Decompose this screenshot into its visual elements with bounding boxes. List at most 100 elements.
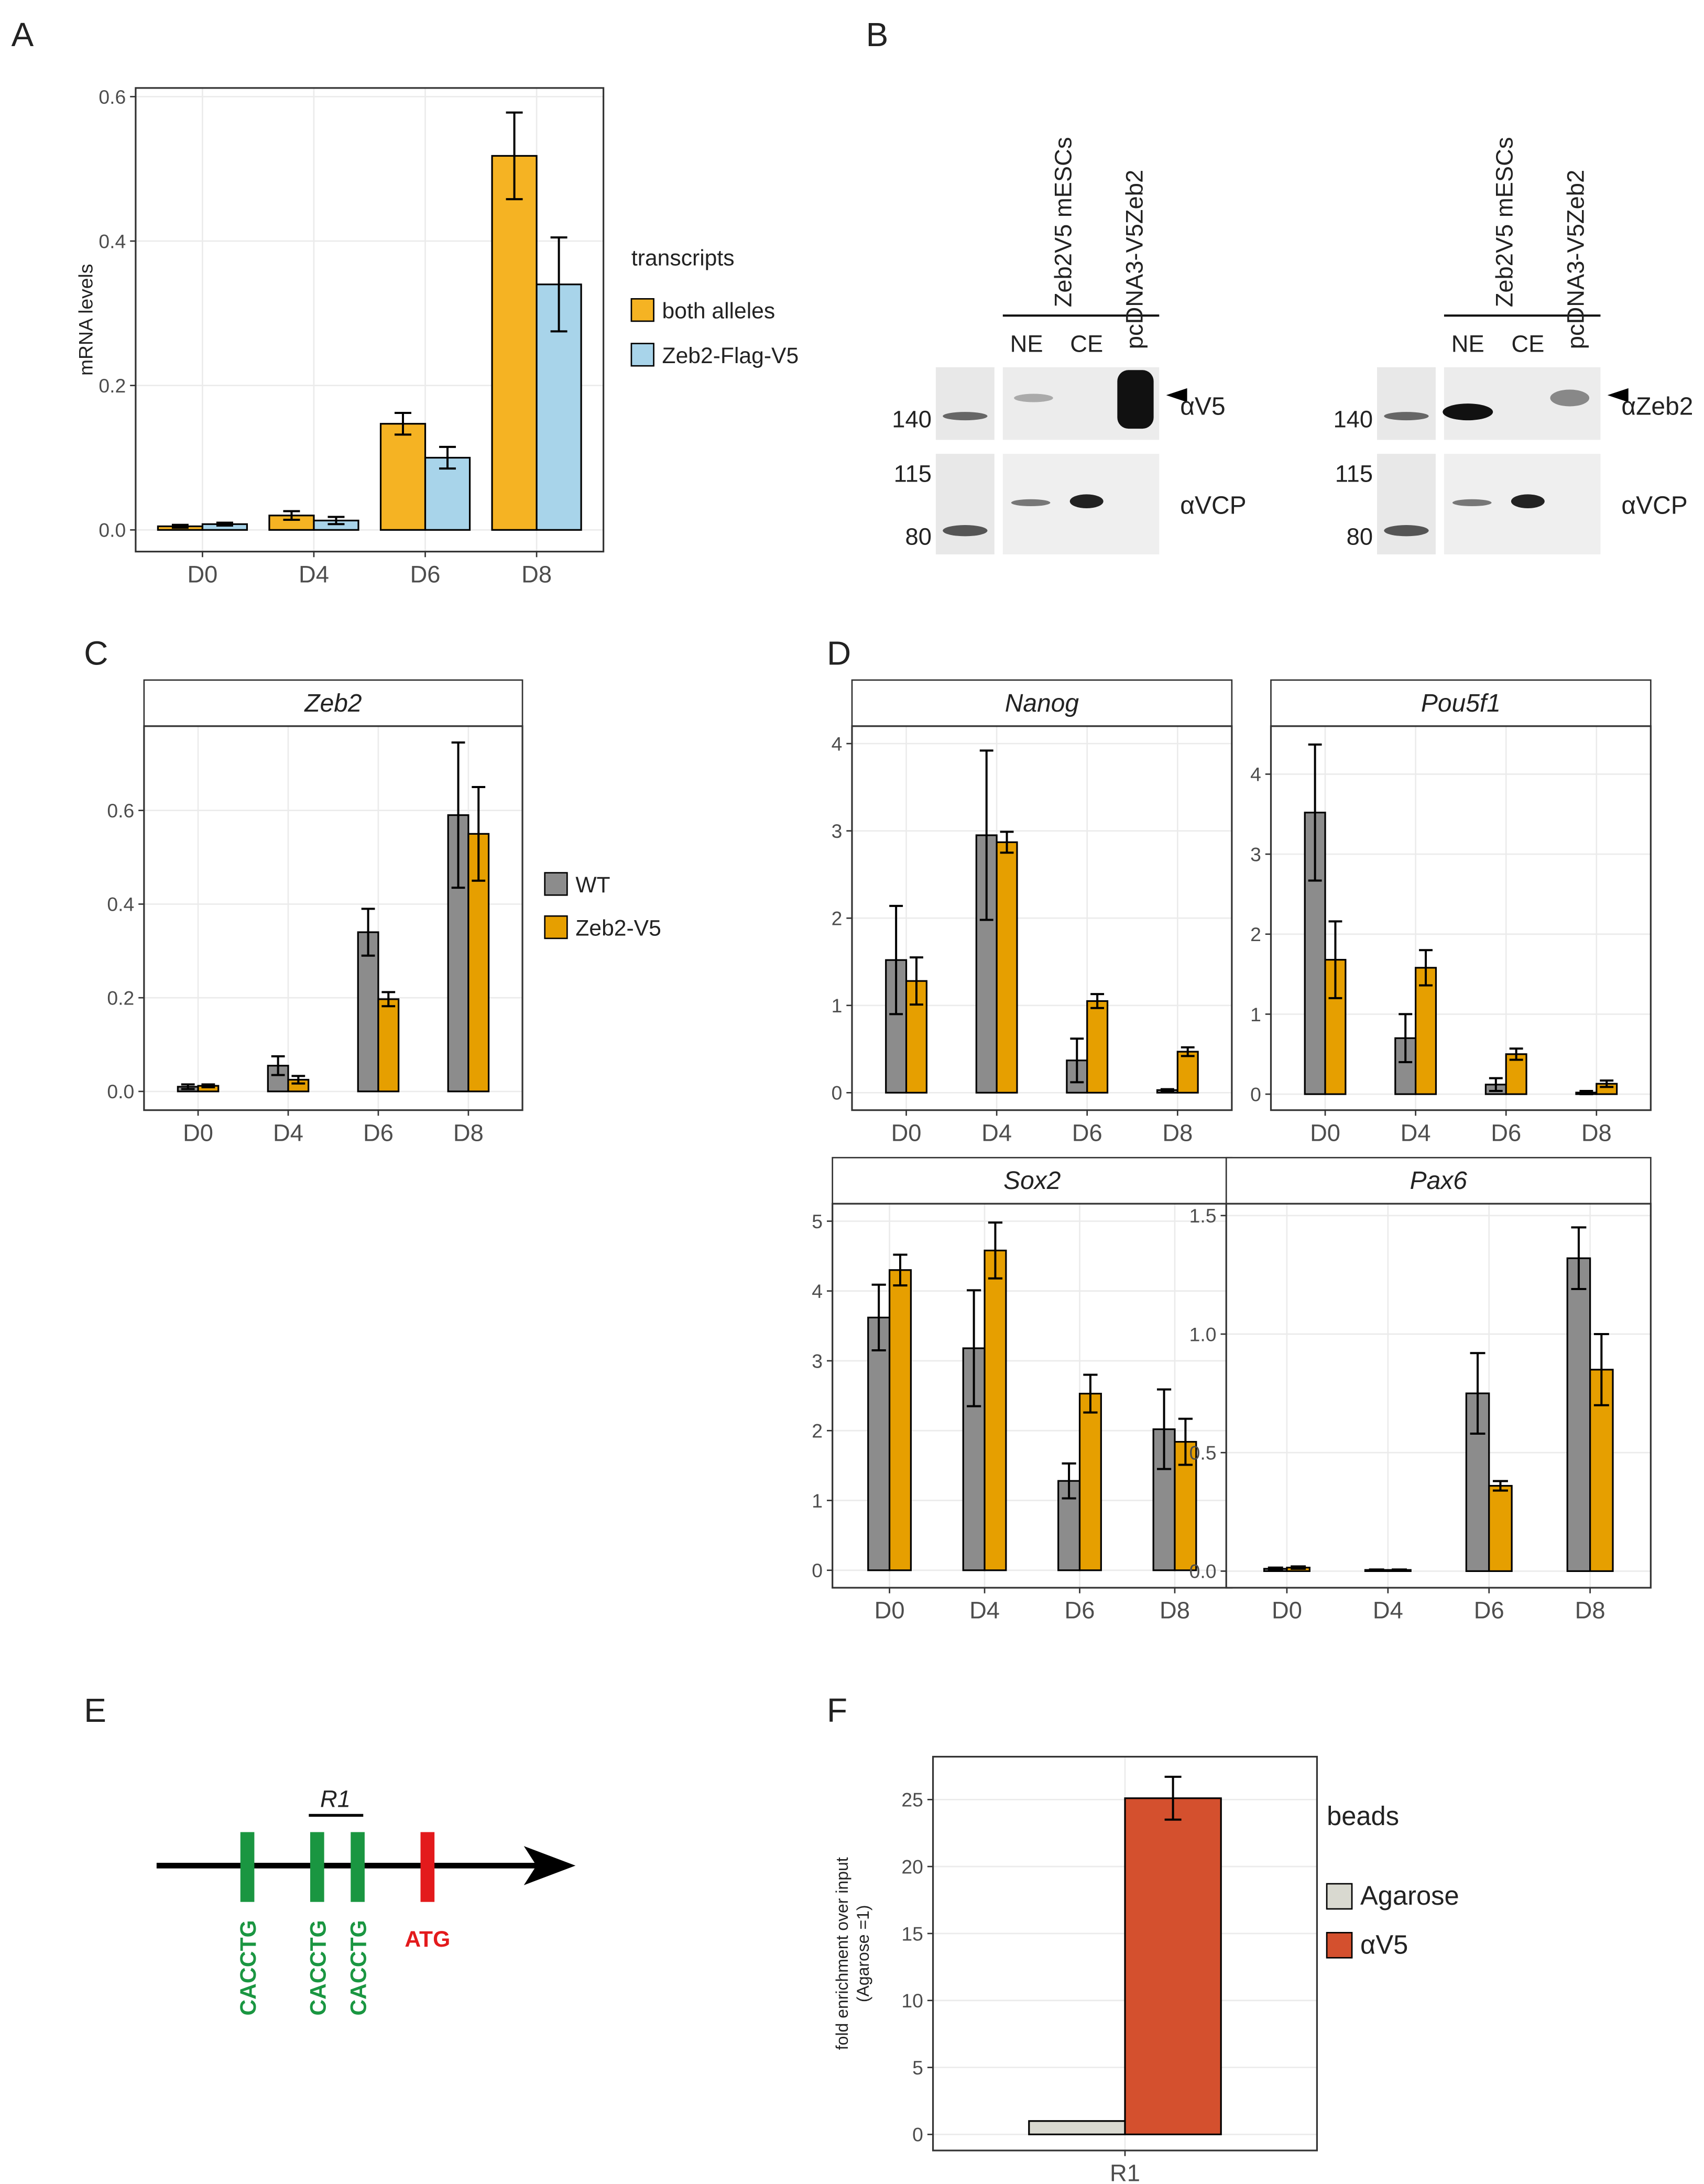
error-bar <box>1000 831 1014 854</box>
error-bar <box>1268 1566 1283 1571</box>
y-tick-label: 10 <box>901 1990 923 2012</box>
y-tick-label: 0.4 <box>99 230 126 252</box>
plot-border <box>135 87 605 553</box>
y-tick-label: 0 <box>1250 1083 1261 1105</box>
bar <box>1176 1051 1199 1094</box>
x-tick-label: D0 <box>875 1597 905 1624</box>
x-tick-label: D4 <box>1401 1119 1431 1146</box>
band <box>1443 403 1493 421</box>
band <box>1117 370 1154 429</box>
x-tick-label: D4 <box>981 1119 1012 1146</box>
error-bar <box>1392 1568 1407 1572</box>
arrow <box>1607 388 1629 402</box>
error-bar <box>1156 1388 1172 1470</box>
western-blot: Zeb2V5 mESCs NE CE pcDNA3-V5Zeb2 140 115 80 αZe… <box>1333 137 1693 554</box>
error-bar <box>1419 949 1433 987</box>
y-axis-label: mRNA levels <box>74 264 96 376</box>
band <box>1384 525 1429 537</box>
region-label: R1 <box>320 1785 351 1812</box>
bar-chart: 0 1 2 3 4 5 Sox2 D0 D4 D6 D8 <box>812 1156 1233 1624</box>
y-tick-label: 0.4 <box>107 893 134 915</box>
y-tick-label: 1 <box>1250 1003 1261 1025</box>
error-bar <box>1600 1079 1614 1088</box>
strip-title: Pou5f1 <box>1421 690 1501 717</box>
error-bar <box>1492 1480 1508 1492</box>
error-bar <box>381 991 396 1008</box>
x-tick-label: D8 <box>1162 1119 1193 1146</box>
bar <box>1488 1484 1513 1572</box>
x-tick-label: D6 <box>363 1119 394 1146</box>
error-bar <box>1489 1077 1503 1092</box>
western-blot: Zeb2V5 mESCs NE CE pcDNA3-V5Zeb2 140 115 80 αV5… <box>892 137 1247 554</box>
group-label: Zeb2V5 mESCs <box>1050 137 1076 308</box>
legend-label: Zeb2-Flag-V5 <box>662 343 799 368</box>
error-bar <box>1571 1226 1587 1291</box>
y-axis-label: fold enrichment over input <box>833 1857 851 2050</box>
marker-lane <box>1377 454 1436 554</box>
y-tick-label: 2 <box>1250 923 1261 945</box>
marker-label: 140 <box>892 406 932 432</box>
x-tick-label: D4 <box>273 1119 303 1146</box>
y-tick-label: 0 <box>832 1082 843 1104</box>
plot-border <box>143 725 523 1111</box>
legend-title: beads <box>1327 1801 1399 1831</box>
bar <box>1566 1257 1591 1572</box>
y-tick-label: 0.0 <box>107 1080 134 1102</box>
x-tick-label: D4 <box>969 1597 1000 1624</box>
error-bar <box>1308 743 1322 882</box>
x-tick-label: D0 <box>187 561 217 587</box>
y-tick-label: 2 <box>832 908 843 930</box>
bar <box>267 1065 289 1093</box>
y-tick-label: 1 <box>812 1490 823 1512</box>
legend-label: both alleles <box>662 299 775 324</box>
y-tick-label: 4 <box>1250 763 1261 785</box>
plot-border <box>1225 1203 1652 1589</box>
error-bar <box>979 749 993 921</box>
band <box>1550 389 1590 407</box>
bar-chart: 0.0 0.2 0.4 0.6 Zeb2 D0 D4 D6 D8 WT Zeb2-V5 <box>107 679 661 1146</box>
x-tick-label: D8 <box>1575 1597 1605 1624</box>
motif-label: CACCTG <box>346 1920 372 2015</box>
error-bar <box>361 908 375 957</box>
bar-chart: 0 1 2 3 4 Nanog D0 D4 D6 D8 <box>832 679 1233 1146</box>
y-tick-label: 15 <box>901 1923 923 1945</box>
panel-letter: E <box>84 1691 106 1729</box>
arrow <box>1166 388 1187 402</box>
marker-label: 115 <box>1335 460 1373 487</box>
lane-label: CE <box>1511 331 1544 357</box>
legend-key <box>1326 1883 1353 1910</box>
band <box>1452 499 1492 507</box>
error-bar <box>910 956 923 1006</box>
e-box <box>351 1832 365 1902</box>
panel-letter: F <box>827 1691 847 1729</box>
lane-label: pcDNA3-V5Zeb2 <box>1562 170 1589 349</box>
legend-label: Zeb2-V5 <box>575 916 661 941</box>
bar <box>377 998 400 1093</box>
panel-letter: D <box>827 635 851 672</box>
y-tick-label: 0.6 <box>107 800 134 822</box>
bar-chart: 0 1 2 3 4 Pou5f1 D0 D4 D6 D8 <box>1250 679 1652 1146</box>
bar <box>984 1249 1007 1571</box>
bar <box>888 1269 912 1571</box>
bar <box>1028 2120 1126 2135</box>
y-tick-label: 1.5 <box>1189 1205 1217 1227</box>
promoter-diagram: R1 CACCTG CACCTG CACCTG ATG <box>156 1785 576 2016</box>
strip-title: Pax6 <box>1410 1167 1468 1195</box>
bar-chart: 0 5 10 15 20 25 R1 fold enrichment over input (A… <box>833 1755 1459 2184</box>
x-tick-label: D6 <box>1474 1597 1504 1624</box>
antibody-label: αVCP <box>1621 492 1687 520</box>
lane-label: NE <box>1451 331 1484 357</box>
bar <box>424 456 471 531</box>
legend-key <box>1326 1931 1353 1959</box>
x-tick-label: D6 <box>410 561 441 587</box>
error-bar <box>893 1253 908 1287</box>
x-tick-label: D0 <box>1310 1119 1340 1146</box>
legend-key <box>630 298 654 322</box>
start-label: ATG <box>405 1927 450 1952</box>
lane-label: NE <box>1010 331 1043 357</box>
legend-key <box>544 915 568 940</box>
marker-label: 115 <box>894 460 932 487</box>
y-tick-label: 5 <box>912 2057 923 2079</box>
